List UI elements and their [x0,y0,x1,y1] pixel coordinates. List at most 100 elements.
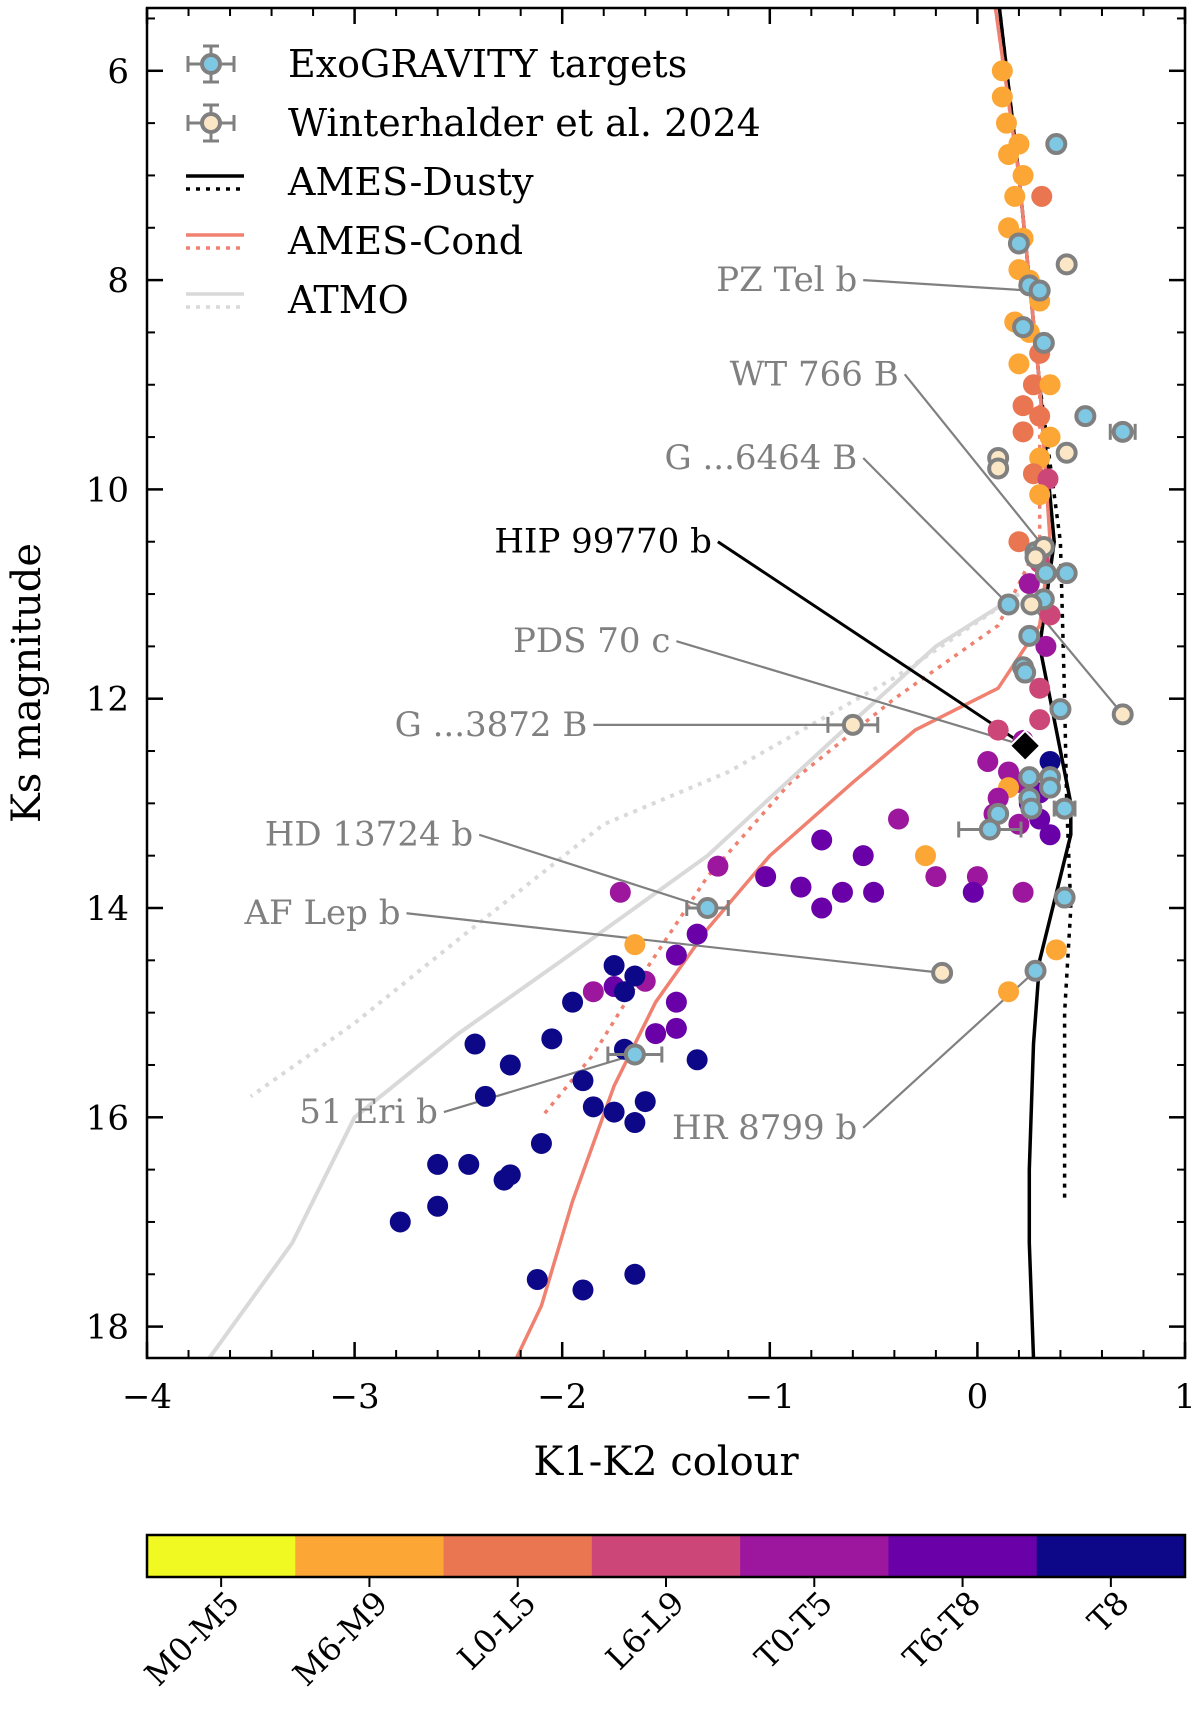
annotation-label: G ...6464 B [665,438,858,478]
exogravity-target-point [1018,624,1041,647]
exogravity-target-point [1049,698,1072,721]
field-objects [389,60,1067,1301]
field-object-point [1029,405,1051,427]
legend-marker [200,112,222,134]
field-object-point [1029,709,1051,731]
annotation-connector [676,640,1026,747]
annotation-label: 51 Eri b [299,1092,438,1132]
field-object-point [987,787,1009,809]
field-object-point [665,991,687,1013]
exogravity-target-point [1053,886,1076,909]
field-object-point [915,845,936,867]
model-line-ames-dusty-dotted [997,8,1073,1201]
field-object-point [499,1054,521,1076]
exogravity-target-point [1007,232,1030,255]
field-object-point [1037,468,1059,490]
x-tick-label: 1 [1174,1377,1196,1417]
winterhalder-point [1055,441,1078,464]
field-object-point [572,1070,594,1092]
y-axis-title: Ks magnitude [4,543,50,823]
field-object-point [995,112,1017,134]
field-object-point [609,881,631,903]
exogravity-target-point [997,593,1020,616]
annotation-label: HIP 99770 b [494,522,712,562]
field-object-point [1029,677,1051,699]
colorbar-frame [145,1533,1187,1579]
x-tick-label: −4 [122,1377,172,1417]
field-object-point [624,1263,646,1285]
annotation-connector [863,278,1030,292]
exogravity-target-point [1014,661,1037,684]
colorbar-swatch [740,1535,889,1577]
field-object-point [1012,164,1034,186]
field-object-point [464,1033,486,1055]
field-object-point [458,1153,480,1175]
field-object-point [755,866,777,888]
y-tick-label: 10 [86,470,129,510]
winterhalder-point [1111,703,1134,726]
field-object-point [582,1096,604,1118]
legend-label: Winterhalder et al. 2024 [288,101,761,145]
field-object-point [1022,374,1044,396]
field-object-point [1039,824,1061,846]
annotation-connector [406,912,943,974]
exogravity-target-point [1034,562,1057,585]
field-object-point [888,808,910,830]
exogravity-target-point [1039,776,1062,799]
field-object-point [1039,374,1061,396]
exogravity-target-point [1055,562,1078,585]
field-object-point [998,144,1020,166]
exogravity-target-point [696,897,719,919]
field-object-point [707,855,729,877]
field-object-point [493,1169,515,1191]
annotation-connector [478,833,708,910]
field-object-point [1031,185,1053,207]
field-object-point [925,866,947,888]
field-object-point [790,876,812,898]
field-object-point [624,1112,646,1134]
field-object-point [1008,353,1030,375]
y-tick-label: 6 [107,52,129,92]
field-object-point [665,1017,687,1039]
y-tick-label: 18 [86,1308,129,1348]
winterhalder-point [1024,546,1047,569]
exogravity-target-point [1053,797,1076,820]
field-object-point [1012,881,1034,903]
exogravity-target-point [978,818,1001,841]
legend-marker [200,53,222,75]
legend-label: ATMO [287,278,409,322]
annotation-label: AF Lep b [244,893,401,933]
field-object-point [987,719,1009,741]
field-object-point [603,955,625,977]
field-object-point [831,881,853,903]
field-object-point [427,1153,449,1175]
field-object-point [852,845,874,867]
exogravity-target-point [1012,316,1035,339]
field-object-point [686,1049,708,1071]
field-object-point [541,1028,563,1050]
exogravity-target-point [1045,133,1068,156]
annotation-connector [443,1053,636,1114]
field-object-point [530,1132,552,1154]
field-object-point [863,881,885,903]
field-object-point [1008,531,1030,553]
winterhalder-point [931,961,954,984]
exogravity-target-point [1028,279,1051,302]
colorbar-swatch [1036,1535,1186,1577]
annotation-connector [862,457,1010,606]
x-tick-label: −3 [330,1377,380,1417]
colorbar-swatch [888,1535,1038,1577]
winterhalder-point [841,713,864,736]
x-tick-label: 0 [967,1377,989,1417]
legend-label: AMES-Cond [287,219,523,263]
exogravity-target-point [1111,420,1134,443]
y-tick-label: 12 [86,680,129,720]
annotation-labels: PZ Tel b WT 766 B G ...6464 B HIP 99770 b PD… [244,260,899,1148]
field-object-point [1018,573,1040,595]
field-object-point [962,881,984,903]
annotation-connector [903,373,1045,548]
legend: ExoGRAVITY targets Winterhalder et al. 20… [186,42,761,322]
field-object-point [665,944,687,966]
